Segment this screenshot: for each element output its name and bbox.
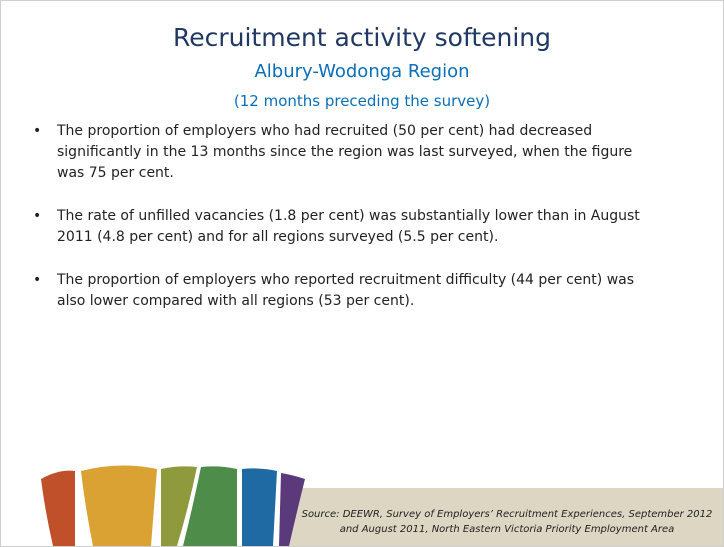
source: Source: DEEWR, Survey of Employers’ Recr…	[301, 509, 713, 535]
shape-yellow	[81, 465, 157, 546]
bullet-list: The proportion of employers who had recr…	[33, 121, 643, 334]
period: (12 months preceding the survey)	[233, 92, 491, 110]
shape-purple	[279, 473, 305, 546]
shape-blue	[242, 468, 277, 546]
bullet: The rate of unfilled vacancies (1.8 per …	[33, 206, 643, 248]
source-band	[286, 488, 723, 546]
bullet: The proportion of employers who reported…	[33, 270, 643, 312]
shape-olive	[161, 466, 197, 546]
bullet: The proportion of employers who had recr…	[33, 121, 643, 184]
shape-orange	[41, 470, 75, 546]
title: Recruitment activity softening	[172, 23, 552, 52]
shape-green	[183, 466, 237, 546]
subtitle: Albury-Wodonga Region	[254, 61, 470, 82]
